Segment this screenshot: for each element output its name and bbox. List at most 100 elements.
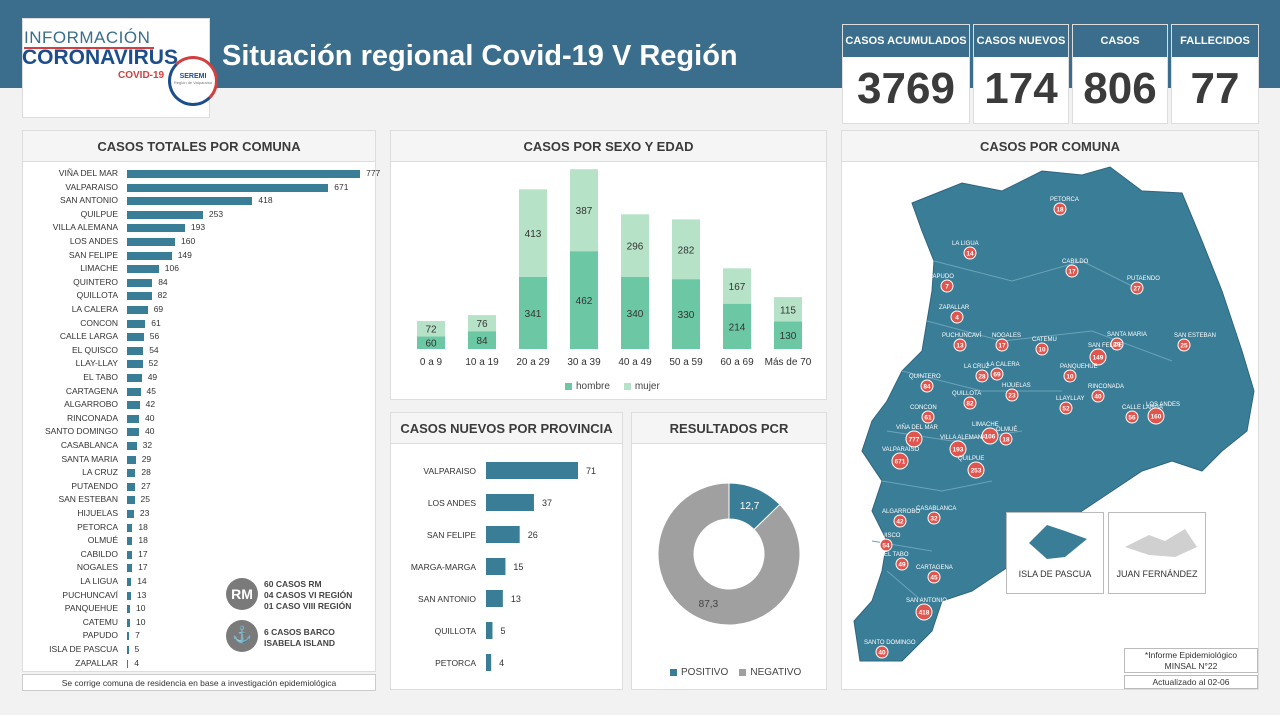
map-marker-dot	[981, 427, 999, 445]
comuna-value: 5	[134, 644, 140, 654]
x-tick-label: 50 a 59	[669, 357, 703, 368]
map-marker-name: HIJUELAS	[1002, 383, 1031, 389]
bar-mujer	[621, 214, 649, 277]
kpi-label: FALLECIDOS	[1172, 25, 1258, 57]
map-marker-name: ALGARROBO	[882, 509, 920, 515]
map-marker-name: CATEMU	[1032, 337, 1057, 343]
comuna-bar	[127, 197, 253, 206]
value-mujer: 296	[627, 242, 644, 253]
map-marker-value: 32	[930, 516, 938, 523]
comuna-bar	[127, 251, 172, 260]
map-marker-name: QUILPUE	[958, 456, 984, 462]
seremi-seal: SEREMI Región de Valparaíso	[168, 56, 218, 106]
province-value: 13	[511, 594, 521, 604]
comuna-bar	[127, 496, 135, 505]
comuna-bar	[127, 550, 133, 559]
comuna-bar	[127, 238, 175, 246]
comuna-value: 45	[146, 385, 156, 396]
comuna-label: LIMACHE	[80, 263, 118, 274]
comuna-value: 14	[137, 576, 147, 586]
pcr-chart-panel: RESULTADOS PCR 12,7 87,3 POSITIVO NEGATIV…	[631, 412, 827, 690]
comuna-label: VIÑA DEL MAR	[58, 168, 118, 178]
value-hombre: 462	[576, 296, 593, 307]
value-mujer: 76	[476, 319, 488, 330]
logo-underline	[24, 47, 154, 49]
comuna-label: NOGALES	[76, 562, 118, 573]
bar-hombre	[621, 277, 649, 349]
map-marker-value: 193	[953, 447, 964, 454]
map-marker: 17 CABILDO	[1062, 259, 1089, 278]
map-marker-name: LA CRUZ	[964, 364, 990, 370]
comuna-bar	[127, 605, 130, 614]
map-marker-name: LA CALERA	[987, 362, 1020, 368]
comuna-value: 18	[138, 521, 148, 532]
ship-note-line: 6 CASOS BARCO	[264, 627, 335, 637]
value-mujer: 72	[425, 325, 437, 336]
map-marker: 777 VIÑA DEL MAR	[896, 424, 938, 448]
province-label: PETORCA	[435, 658, 476, 668]
comuna-label: SANTA MARIA	[61, 453, 118, 464]
map-marker-value: 40	[878, 650, 886, 657]
map-marker-value: 54	[882, 543, 890, 550]
map-marker-value: 27	[1133, 286, 1141, 293]
map-marker-name: VILLA ALEMANA	[940, 435, 986, 441]
bar-mujer	[570, 169, 598, 252]
map-panel: CASOS POR COMUNA 18 PETORCA 14 LA LIGUA 17 CA…	[841, 130, 1259, 690]
province-value: 4	[499, 658, 504, 668]
map-marker-value: 49	[898, 562, 906, 569]
map-marker-name: QUILLOTA	[952, 391, 981, 397]
map-marker-name: SANTO DOMINGO	[864, 640, 916, 646]
juan-fernandez-inset: JUAN FERNÁNDEZ	[1108, 512, 1206, 594]
map-marker-name: EL TABO	[884, 552, 909, 558]
map-marker: 52 LLAYLLAY	[1056, 396, 1084, 415]
province-label: MARGA-MARGA	[411, 562, 477, 572]
map-marker: 49 EL TABO	[884, 552, 909, 571]
pcr-slice-negativo	[657, 482, 801, 626]
map-marker-value: 29	[1113, 342, 1121, 349]
comuna-value: 17	[138, 548, 148, 559]
map-marker-value: 84	[923, 384, 931, 391]
comuna-bar	[127, 265, 159, 274]
x-tick-label: 30 a 39	[567, 357, 601, 368]
map-marker-name: LLAYLLAY	[1056, 396, 1084, 402]
province-value: 15	[513, 562, 523, 572]
comuna-value: 23	[139, 508, 150, 518]
comuna-value: 160	[181, 236, 196, 246]
comuna-bar	[127, 306, 148, 314]
bar-mujer	[774, 297, 802, 322]
comuna-value: 56	[149, 331, 160, 342]
map-marker-name: PUCHUNCAVÍ	[942, 332, 982, 339]
comuna-value: 32	[142, 440, 153, 450]
map-marker-value: 40	[1094, 394, 1102, 401]
x-tick-label: 60 a 69	[720, 357, 754, 368]
province-bar	[486, 462, 578, 479]
province-chart-svg: VALPARAISO 71 LOS ANDES 37 SAN FELIPE 26 MARGA…	[411, 462, 596, 671]
map-title: CASOS POR COMUNA	[842, 131, 1258, 162]
province-value: 26	[528, 530, 538, 540]
comuna-bar	[127, 319, 146, 328]
map-marker: 45 CARTAGENA	[916, 565, 953, 584]
comuna-label: CONCON	[80, 317, 118, 328]
map-marker-name: CARTAGENA	[916, 565, 953, 571]
comuna-label: OLMUÉ	[87, 535, 118, 546]
comuna-bar	[127, 591, 131, 600]
kpi-casos-activos: CASOS ACTIVOS* 806	[1072, 24, 1168, 124]
value-hombre: 130	[780, 331, 797, 342]
province-chart-title: CASOS NUEVOS POR PROVINCIA	[391, 413, 622, 444]
comuna-bar	[127, 482, 136, 491]
map-marker-dot	[1059, 401, 1073, 415]
map-marker: 253 QUILPUE	[958, 456, 985, 479]
comuna-bar	[127, 224, 185, 233]
map-marker-dot	[975, 369, 989, 383]
map-marker-name: VALPARAISO	[882, 447, 919, 453]
value-mujer: 413	[525, 229, 542, 240]
map-marker: 18 PETORCA	[1050, 197, 1079, 216]
map-marker: 7 PAPUDO	[929, 274, 954, 293]
map-marker: 40 RINCONADA	[1088, 384, 1124, 403]
value-mujer: 282	[678, 245, 695, 256]
isla-pascua-inset: ISLA DE PASCUA	[1006, 512, 1104, 594]
ship-note-line: ISABELA ISLAND	[264, 638, 335, 648]
logo-text-coronavirus: CORONAVIRUS	[22, 46, 178, 69]
kpi-label: CASOS NUEVOS	[974, 25, 1068, 57]
comuna-value: 777	[366, 168, 381, 178]
